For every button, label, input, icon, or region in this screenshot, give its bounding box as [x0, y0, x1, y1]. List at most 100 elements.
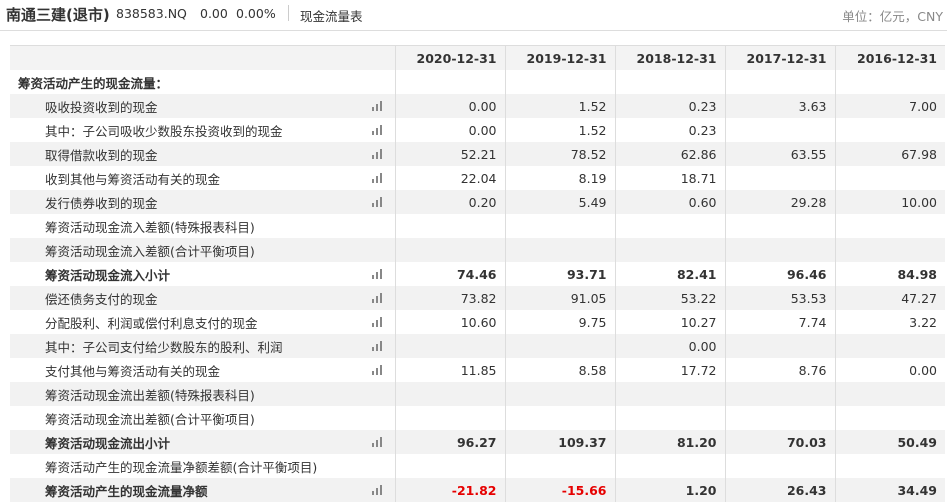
change: 0.00% — [236, 6, 276, 21]
stock-name[interactable]: 南通三建(退市) — [6, 6, 110, 24]
separator — [288, 5, 289, 21]
column-header: 2017-12-31 — [724, 45, 835, 70]
chart-icon[interactable] — [371, 101, 383, 111]
row: 发行债券收到的现金 0.20 5.49 0.60 29.28 10.00 — [10, 190, 945, 214]
row: 筹资活动现金流入小计 74.46 93.71 82.41 96.46 84.98 — [10, 262, 945, 286]
cell: 1.52 — [504, 118, 615, 142]
cell — [614, 70, 725, 94]
cell: 0.00 — [834, 358, 945, 382]
cell: 8.58 — [504, 358, 615, 382]
cell: 109.37 — [504, 430, 615, 454]
cell: 0.00 — [394, 118, 505, 142]
cell — [724, 454, 835, 478]
row-label: 筹资活动产生的现金流量净额 — [10, 478, 395, 502]
cell: 17.72 — [614, 358, 725, 382]
cell: -21.82 — [394, 478, 505, 502]
column-header: 2019-12-31 — [504, 45, 615, 70]
cell: 3.63 — [724, 94, 835, 118]
cell: 91.05 — [504, 286, 615, 310]
cell: 53.53 — [724, 286, 835, 310]
label-text: 筹资活动现金流出差额(特殊报表科目) — [45, 387, 255, 403]
cell — [724, 70, 835, 94]
cell: 0.20 — [394, 190, 505, 214]
cell: 3.22 — [834, 310, 945, 334]
row: 支付其他与筹资活动有关的现金 11.85 8.58 17.72 8.76 0.00 — [10, 358, 945, 382]
row: 筹资活动产生的现金流量净额 -21.82 -15.66 1.20 26.43 34.49 — [10, 478, 945, 502]
row: 吸收投资收到的现金 0.00 1.52 0.23 3.63 7.00 — [10, 94, 945, 118]
cell: 8.76 — [724, 358, 835, 382]
cell — [394, 406, 505, 430]
cell — [724, 382, 835, 406]
cell: 73.82 — [394, 286, 505, 310]
chart-icon[interactable] — [371, 317, 383, 327]
cell — [614, 214, 725, 238]
tab[interactable]: 现金流量表 — [300, 9, 363, 24]
section-label: 筹资活动产生的现金流量： — [18, 75, 169, 91]
price: 0.00 — [200, 6, 228, 21]
cell — [504, 214, 615, 238]
cell: 34.49 — [834, 478, 945, 502]
chart-icon[interactable] — [371, 269, 383, 279]
cell: 96.46 — [724, 262, 835, 286]
cell: 8.19 — [504, 166, 615, 190]
chart-icon[interactable] — [371, 149, 383, 159]
cell: 5.49 — [504, 190, 615, 214]
section-row: 筹资活动产生的现金流量： — [10, 70, 945, 94]
cell: 10.27 — [614, 310, 725, 334]
chart-icon[interactable] — [371, 173, 383, 183]
row-label: 吸收投资收到的现金 — [10, 94, 395, 118]
cell — [504, 334, 615, 358]
cell: 0.23 — [614, 118, 725, 142]
chart-icon[interactable] — [371, 197, 383, 207]
cell: -15.66 — [504, 478, 615, 502]
row: 其中：子公司支付给少数股东的股利、利润 0.00 — [10, 334, 945, 358]
corner — [10, 45, 395, 70]
label-text: 收到其他与筹资活动有关的现金 — [45, 171, 221, 187]
cell — [834, 214, 945, 238]
cell — [394, 334, 505, 358]
cell — [504, 454, 615, 478]
column-header: 2018-12-31 — [614, 45, 725, 70]
cell — [834, 406, 945, 430]
chart-icon[interactable] — [371, 437, 383, 447]
cell: 81.20 — [614, 430, 725, 454]
cell — [504, 382, 615, 406]
cell: 0.60 — [614, 190, 725, 214]
chart-icon[interactable] — [371, 365, 383, 375]
label-text: 其中：子公司吸收少数股东投资收到的现金 — [45, 123, 283, 139]
cell: 78.52 — [504, 142, 615, 166]
cell: 1.20 — [614, 478, 725, 502]
chart-icon[interactable] — [371, 293, 383, 303]
cell: 84.98 — [834, 262, 945, 286]
label-text: 分配股利、利润或偿付利息支付的现金 — [45, 315, 258, 331]
cell — [504, 70, 615, 94]
cell: 50.49 — [834, 430, 945, 454]
cell — [504, 406, 615, 430]
cell — [834, 70, 945, 94]
cell: 1.52 — [504, 94, 615, 118]
chart-icon[interactable] — [371, 485, 383, 495]
row: 取得借款收到的现金 52.21 78.52 62.86 63.55 67.98 — [10, 142, 945, 166]
cell: 18.71 — [614, 166, 725, 190]
chart-icon[interactable] — [371, 341, 383, 351]
row: 其中：子公司吸收少数股东投资收到的现金 0.00 1.52 0.23 — [10, 118, 945, 142]
label-text: 支付其他与筹资活动有关的现金 — [45, 363, 221, 379]
row-label: 取得借款收到的现金 — [10, 142, 395, 166]
cell: 26.43 — [724, 478, 835, 502]
cell: 9.75 — [504, 310, 615, 334]
label-text: 筹资活动产生的现金流量净额差额(合计平衡项目) — [45, 459, 318, 475]
row-label: 其中：子公司支付给少数股东的股利、利润 — [10, 334, 395, 358]
cell — [834, 334, 945, 358]
cell — [504, 238, 615, 262]
column-header: 2020-12-31 — [394, 45, 505, 70]
row-label: 筹资活动现金流出差额(合计平衡项目) — [10, 406, 395, 430]
cell — [724, 214, 835, 238]
cell: 0.00 — [394, 94, 505, 118]
cell: 7.00 — [834, 94, 945, 118]
cell — [834, 238, 945, 262]
row: 偿还债务支付的现金 73.82 91.05 53.22 53.53 47.27 — [10, 286, 945, 310]
row-label: 支付其他与筹资活动有关的现金 — [10, 358, 395, 382]
chart-icon[interactable] — [371, 125, 383, 135]
cell: 0.23 — [614, 94, 725, 118]
